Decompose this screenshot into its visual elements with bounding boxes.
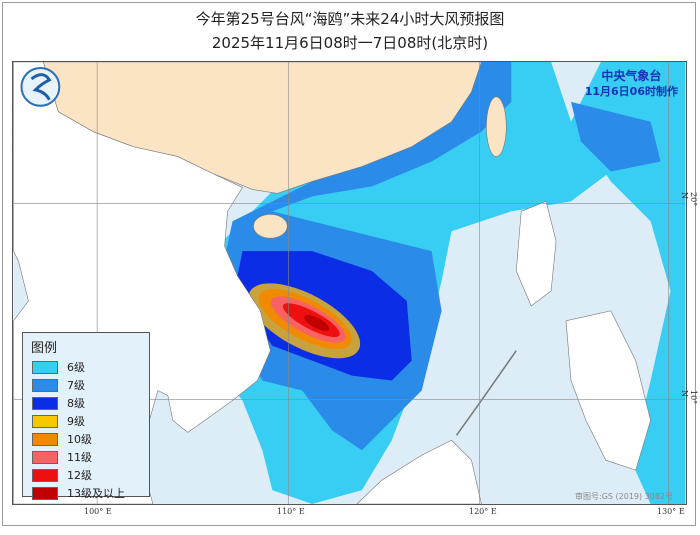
legend-swatch — [32, 396, 58, 410]
legend-label: 12级 — [67, 469, 92, 482]
legend-label: 7级 — [67, 379, 85, 392]
legend-item: 13级及以上 — [32, 484, 149, 502]
legend-swatch — [32, 468, 58, 482]
map-title: 今年第25号台风“海鸥”未来24小时大风预报图 — [195, 10, 505, 28]
lon-label-130: 130° E — [657, 507, 685, 516]
legend-swatch — [32, 450, 58, 464]
legend: 图例 6级 7级 8级 9级 10级 11级 12级 13级及以上 — [22, 332, 150, 500]
wind-forecast-map — [12, 61, 687, 505]
lon-label-100: 100° E — [84, 507, 112, 516]
legend-item: 9级 — [32, 412, 149, 430]
legend-item: 7级 — [32, 376, 149, 394]
typhoon-core-zones — [248, 283, 361, 359]
map-subtitle: 2025年11月6日08时一7日08时(北京时) — [211, 34, 489, 52]
legend-swatch — [32, 360, 58, 374]
legend-swatch — [32, 378, 58, 392]
palawan — [455, 350, 517, 436]
legend-item: 11级 — [32, 448, 149, 466]
legend-swatch — [32, 414, 58, 428]
philippines-south — [565, 310, 651, 471]
taiwan — [486, 96, 507, 157]
legend-item: 8级 — [32, 394, 149, 412]
legend-item: 12级 — [32, 466, 149, 484]
legend-swatch — [32, 432, 58, 446]
lon-label-120: 120° E — [469, 507, 497, 516]
issue-time: 11月6日06时制作 — [584, 85, 678, 98]
legend-label: 6级 — [67, 361, 85, 374]
legend-label: 9级 — [67, 415, 85, 428]
map-approval-number: 审图号:GS (2019) 3082号 — [575, 492, 674, 501]
legend-label: 11级 — [67, 451, 92, 464]
borneo-land — [356, 439, 482, 504]
hainan — [253, 214, 288, 239]
legend-title: 图例 — [31, 341, 58, 356]
legend-label: 8级 — [67, 397, 85, 410]
luzon — [515, 200, 557, 307]
figure-frame — [2, 2, 696, 526]
legend-label: 13级及以上 — [67, 487, 125, 500]
lat-label-10: 10° N — [680, 390, 698, 405]
cma-logo — [20, 66, 61, 107]
lon-label-110: 110° E — [277, 507, 305, 516]
agency-name: 中央气象台 — [601, 69, 662, 83]
wind-zone-7 — [217, 62, 512, 451]
agency-stamp: 中央气象台 11月6日06时制作 — [585, 68, 678, 100]
graticule — [13, 62, 686, 504]
legend-label: 10级 — [67, 433, 92, 446]
legend-swatch — [32, 486, 58, 500]
legend-item: 6级 — [32, 358, 149, 376]
lat-label-20: 20° N — [680, 192, 698, 207]
legend-item: 10级 — [32, 430, 149, 448]
